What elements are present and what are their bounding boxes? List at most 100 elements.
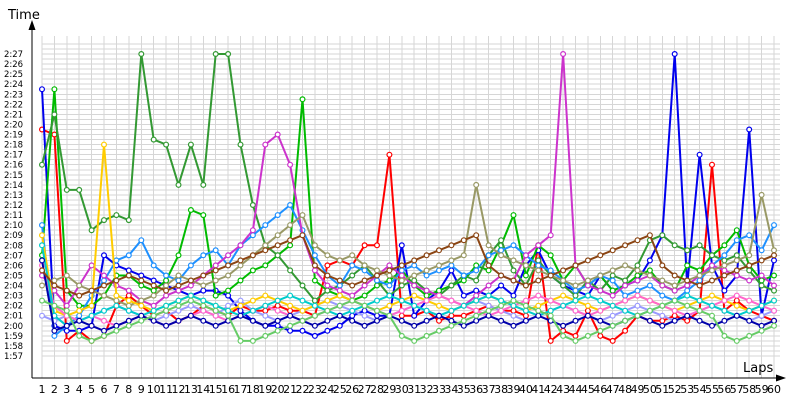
data-point bbox=[212, 322, 219, 329]
data-point bbox=[274, 252, 281, 259]
data-point bbox=[63, 302, 70, 309]
data-point bbox=[634, 312, 641, 319]
data-point bbox=[398, 307, 405, 314]
data-point bbox=[138, 237, 145, 244]
data-point bbox=[622, 307, 629, 314]
x-tick-label: 40 bbox=[519, 383, 533, 396]
data-point bbox=[311, 262, 318, 269]
data-point bbox=[237, 257, 244, 264]
data-point bbox=[113, 302, 120, 309]
data-point bbox=[187, 282, 194, 289]
data-point bbox=[696, 282, 703, 289]
data-point bbox=[597, 252, 604, 259]
data-point bbox=[485, 242, 492, 249]
data-point bbox=[770, 282, 777, 289]
x-tick-label: 12 bbox=[172, 383, 186, 396]
data-point bbox=[522, 312, 529, 319]
data-point bbox=[473, 287, 480, 294]
data-point bbox=[522, 307, 529, 314]
data-point bbox=[51, 282, 58, 289]
data-point bbox=[163, 141, 170, 148]
x-tick-label: 4 bbox=[76, 383, 83, 396]
data-point bbox=[721, 257, 728, 264]
data-point bbox=[287, 312, 294, 319]
data-point bbox=[510, 242, 517, 249]
data-point bbox=[249, 317, 256, 324]
x-tick-label: 28 bbox=[370, 383, 384, 396]
data-point bbox=[448, 312, 455, 319]
data-point bbox=[237, 141, 244, 148]
data-point bbox=[200, 287, 207, 294]
data-point bbox=[163, 307, 170, 314]
data-point bbox=[572, 307, 579, 314]
data-point bbox=[287, 237, 294, 244]
x-tick-label: 18 bbox=[246, 383, 260, 396]
data-point bbox=[622, 327, 629, 334]
data-point bbox=[622, 292, 629, 299]
data-point bbox=[584, 257, 591, 264]
y-tick-label: 2:20 bbox=[4, 121, 23, 131]
data-point bbox=[398, 332, 405, 339]
data-point bbox=[746, 332, 753, 339]
data-point bbox=[498, 317, 505, 324]
data-point bbox=[336, 277, 343, 284]
x-tick-label: 35 bbox=[457, 383, 471, 396]
data-point bbox=[88, 287, 95, 294]
data-point bbox=[684, 302, 691, 309]
data-point bbox=[721, 262, 728, 269]
data-point bbox=[163, 302, 170, 309]
data-point bbox=[696, 267, 703, 274]
y-tick-label: 2:10 bbox=[4, 221, 23, 231]
data-point bbox=[659, 292, 666, 299]
data-point bbox=[547, 312, 554, 319]
data-point bbox=[560, 332, 567, 339]
data-point bbox=[225, 302, 232, 309]
data-point bbox=[733, 257, 740, 264]
data-point bbox=[498, 282, 505, 289]
data-point bbox=[696, 317, 703, 324]
data-point bbox=[473, 232, 480, 239]
data-point bbox=[510, 322, 517, 329]
x-tick-label: 44 bbox=[569, 383, 583, 396]
data-point bbox=[721, 242, 728, 249]
data-point bbox=[411, 272, 418, 279]
data-point bbox=[299, 297, 306, 304]
data-point bbox=[274, 131, 281, 138]
data-point bbox=[38, 282, 45, 289]
data-point bbox=[299, 96, 306, 103]
x-tick-label: 15 bbox=[209, 383, 223, 396]
data-point bbox=[721, 267, 728, 274]
data-point bbox=[510, 277, 517, 284]
data-point bbox=[175, 297, 182, 304]
data-point bbox=[398, 312, 405, 319]
data-point bbox=[361, 277, 368, 284]
data-point bbox=[398, 242, 405, 249]
data-point bbox=[436, 262, 443, 269]
data-point bbox=[684, 282, 691, 289]
data-point bbox=[374, 317, 381, 324]
data-point bbox=[63, 327, 70, 334]
data-point bbox=[113, 277, 120, 284]
x-tick-label: 25 bbox=[333, 383, 347, 396]
data-point bbox=[696, 272, 703, 279]
data-point bbox=[175, 317, 182, 324]
data-point bbox=[411, 312, 418, 319]
data-point bbox=[708, 277, 715, 284]
data-point bbox=[622, 317, 629, 324]
data-point bbox=[63, 186, 70, 193]
data-point bbox=[448, 322, 455, 329]
data-point bbox=[721, 332, 728, 339]
data-point bbox=[684, 292, 691, 299]
data-point bbox=[212, 262, 219, 269]
data-point bbox=[584, 292, 591, 299]
data-point bbox=[361, 262, 368, 269]
data-point bbox=[622, 297, 629, 304]
data-point bbox=[38, 86, 45, 93]
data-point bbox=[311, 312, 318, 319]
data-point bbox=[349, 307, 356, 314]
y-tick-label: 2:17 bbox=[4, 151, 23, 161]
data-point bbox=[262, 307, 269, 314]
data-point bbox=[708, 312, 715, 319]
data-point bbox=[522, 317, 529, 324]
data-point bbox=[510, 302, 517, 309]
